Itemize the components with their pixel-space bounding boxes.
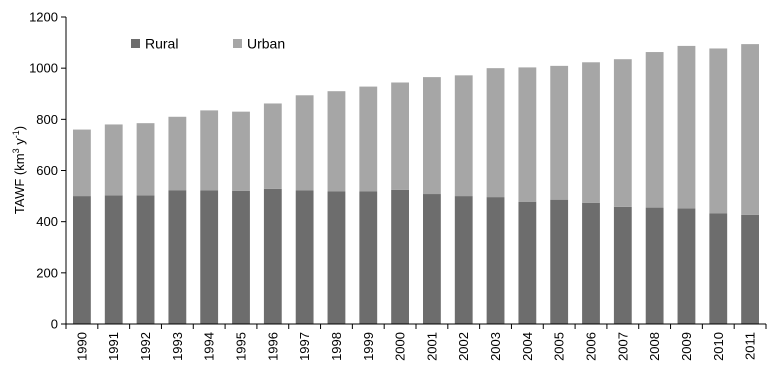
y-axis: 0 200 400 600 800 1000 1200 <box>29 10 66 332</box>
bar-urban-2008 <box>645 52 664 208</box>
y-tick-label: 400 <box>36 214 58 229</box>
bar-rural-1996 <box>263 188 282 324</box>
x-tick-label: 2001 <box>424 332 439 361</box>
bar-urban-1997 <box>295 95 314 191</box>
bar-urban-2000 <box>391 82 409 190</box>
y-axis-title-suffix: ) <box>12 126 27 130</box>
bar-rural-2009 <box>677 208 696 324</box>
bar-urban-2003 <box>486 68 505 198</box>
y-tick-label: 1000 <box>29 61 58 76</box>
bar-urban-1990 <box>73 129 91 197</box>
bars <box>73 44 759 324</box>
x-tick-label: 2000 <box>393 332 408 361</box>
bar-rural-1993 <box>168 190 187 324</box>
x-tick-label: 1996 <box>265 332 280 361</box>
x-tick-label: 1990 <box>74 332 89 361</box>
bar-urban-1992 <box>136 123 155 196</box>
x-tick-label: 2007 <box>615 332 630 361</box>
bar-urban-2006 <box>582 62 600 203</box>
bar-urban-2002 <box>454 75 473 197</box>
x-axis: 1990 1991 1992 1993 1994 1995 1996 1997 1998 1999… <box>65 324 767 361</box>
x-tick-label: 1992 <box>138 332 153 361</box>
svg-text:TAWF (km3 y-1): TAWF (km3 y-1) <box>11 126 27 214</box>
bar-rural-1997 <box>295 190 314 324</box>
bar-urban-2009 <box>677 45 696 209</box>
bar-urban-1999 <box>359 86 378 192</box>
bar-rural-2008 <box>645 207 664 324</box>
bar-rural-1998 <box>327 191 346 324</box>
y-axis-title: TAWF (km3 y-1) <box>11 126 27 214</box>
x-tick-label: 2004 <box>520 332 535 361</box>
x-tick-label: 2002 <box>456 332 471 361</box>
bar-rural-1999 <box>359 191 378 324</box>
x-tick-label: 1997 <box>297 332 312 361</box>
y-axis-title-sup2: -1 <box>11 130 21 138</box>
y-tick-label: 600 <box>36 163 58 178</box>
x-tick-label: 1998 <box>329 332 344 361</box>
x-tick-label: 2003 <box>488 332 503 361</box>
bar-rural-2003 <box>486 197 505 324</box>
x-tick-label: 2011 <box>743 332 758 360</box>
bar-urban-1995 <box>232 111 250 191</box>
legend-label-urban: Urban <box>247 36 285 52</box>
bar-urban-2007 <box>613 59 632 207</box>
bar-rural-2000 <box>391 189 409 324</box>
bar-rural-2006 <box>582 202 600 324</box>
bar-rural-2005 <box>550 199 569 324</box>
bar-rural-2010 <box>709 213 728 324</box>
x-tick-label: 2009 <box>679 332 694 361</box>
bar-urban-2010 <box>709 48 728 214</box>
y-tick-label: 200 <box>36 265 58 280</box>
y-axis-title-mid: y <box>12 138 27 149</box>
x-tick-label: 2006 <box>584 332 599 361</box>
bar-rural-2007 <box>613 206 632 324</box>
bar-rural-1992 <box>136 195 155 324</box>
y-tick-label: 1200 <box>29 10 58 25</box>
bar-urban-2001 <box>423 77 441 195</box>
bar-urban-2011 <box>741 44 759 215</box>
y-tick-label: 0 <box>51 317 58 332</box>
x-tick-label: 2010 <box>711 332 726 361</box>
x-tick-label: 2008 <box>647 332 662 361</box>
legend-swatch-rural <box>131 39 140 48</box>
y-tick-label: 800 <box>36 112 58 127</box>
bar-rural-2004 <box>518 201 537 324</box>
x-tick-label: 2005 <box>552 332 567 361</box>
bar-urban-1994 <box>200 110 219 191</box>
bar-urban-1998 <box>327 91 346 192</box>
y-axis-title-sup1: 3 <box>11 148 21 153</box>
bar-urban-1993 <box>168 116 187 191</box>
x-tick-label: 1994 <box>202 332 217 361</box>
legend-swatch-urban <box>233 39 242 48</box>
bar-rural-1991 <box>104 195 123 324</box>
x-tick-label: 1991 <box>106 332 121 361</box>
x-tick-label: 1993 <box>170 332 185 361</box>
bar-rural-2011 <box>741 214 759 324</box>
x-tick-label: 1995 <box>234 332 249 361</box>
bar-urban-2004 <box>518 67 537 202</box>
legend-label-rural: Rural <box>145 36 178 52</box>
bar-rural-1990 <box>73 196 91 324</box>
y-axis-title-prefix: TAWF (km <box>12 153 27 214</box>
bar-urban-2005 <box>550 65 569 200</box>
bar-rural-2001 <box>423 194 441 324</box>
x-tick-label: 1999 <box>361 332 376 361</box>
bar-urban-1991 <box>104 124 123 196</box>
bar-rural-1994 <box>200 190 219 324</box>
bar-rural-2002 <box>454 196 473 324</box>
bar-urban-1996 <box>263 103 282 189</box>
legend: Rural Urban <box>131 36 285 52</box>
bar-rural-1995 <box>232 190 250 324</box>
